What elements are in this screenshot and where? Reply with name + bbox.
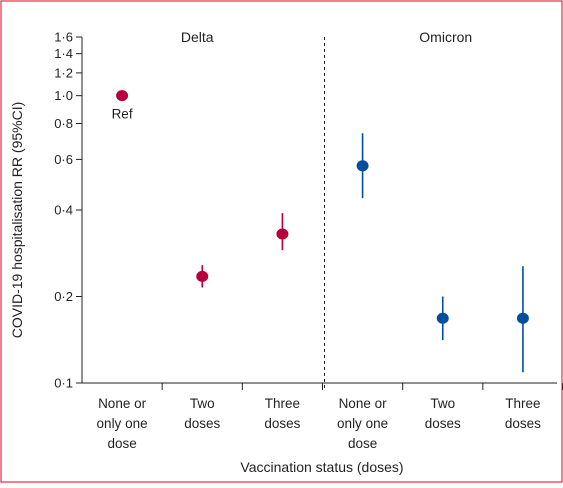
x-tick-label: None or only one dose	[97, 396, 148, 451]
x-tick-label: Two doses	[184, 396, 220, 431]
x-tick-label: None or only one dose	[337, 396, 388, 451]
data-point	[516, 312, 529, 324]
data-point	[116, 90, 129, 102]
y-tick-label: 1·4	[54, 46, 73, 61]
x-tick-label: Three doses	[505, 396, 541, 431]
y-tick-label: 0·6	[54, 152, 73, 167]
data-point	[276, 228, 289, 240]
y-tick-label: 1·0	[54, 88, 73, 103]
x-tick-label: Two doses	[425, 396, 461, 431]
panel-title-omicron: Omicron	[419, 29, 472, 45]
point-label: Ref	[112, 107, 133, 122]
y-tick-label: 0·4	[54, 203, 73, 218]
data-point	[196, 270, 209, 282]
y-tick-label: 1·2	[54, 65, 73, 80]
y-tick-label: 0·8	[54, 116, 73, 131]
y-tick-label: 0·2	[54, 289, 73, 304]
panel-title-delta: Delta	[181, 29, 214, 45]
x-axis-title: Vaccination status (doses)	[240, 459, 403, 475]
y-axis-title: COVID-19 hospitalisation RR (95%CI)	[9, 102, 25, 339]
y-tick-label: 1·6	[54, 30, 73, 45]
y-tick-label: 0·1	[54, 376, 73, 391]
x-tick-label: Three doses	[264, 396, 300, 431]
data-point	[356, 160, 369, 172]
data-marks	[116, 90, 529, 373]
data-point	[436, 312, 449, 324]
labels: 0·1 0·2 0·4 0·6 0·8 1·0 1·2 1·41·6 None or only o…	[9, 29, 541, 475]
axes	[76, 36, 563, 390]
